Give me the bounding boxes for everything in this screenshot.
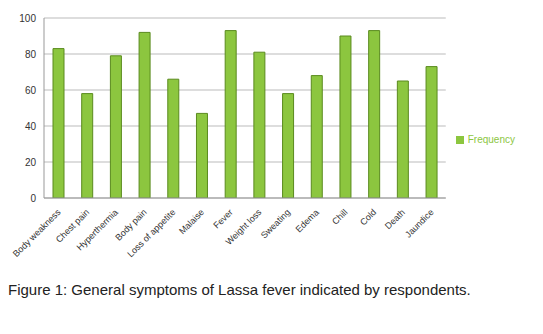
svg-text:Chill: Chill bbox=[330, 207, 349, 226]
svg-text:Fever: Fever bbox=[211, 207, 234, 230]
svg-text:Cold: Cold bbox=[358, 207, 378, 227]
svg-text:Weight loss: Weight loss bbox=[224, 207, 264, 247]
svg-text:80: 80 bbox=[25, 49, 37, 60]
svg-text:Edema: Edema bbox=[294, 207, 321, 234]
html-text:Frequency: Frequency bbox=[467, 133, 515, 145]
svg-text:Body pain: Body pain bbox=[113, 207, 149, 243]
svg-text:40: 40 bbox=[25, 121, 37, 132]
svg-text:Body weakness: Body weakness bbox=[11, 207, 63, 259]
svg-text:Sweating: Sweating bbox=[259, 207, 292, 240]
svg-text:20: 20 bbox=[25, 157, 37, 168]
svg-text:Hyperthermia: Hyperthermia bbox=[75, 207, 120, 252]
svg-text:100: 100 bbox=[19, 13, 36, 24]
svg-text:60: 60 bbox=[25, 85, 37, 96]
svg-text:Malaise: Malaise bbox=[177, 207, 206, 236]
html-text:Figure 1: General symptoms of: Figure 1: General symptoms of Lassa feve… bbox=[8, 281, 471, 298]
svg-text:0: 0 bbox=[30, 193, 36, 204]
svg-text:Death: Death bbox=[383, 207, 407, 231]
svg-text:Jaundice: Jaundice bbox=[403, 207, 436, 240]
svg-text:Chest pain: Chest pain bbox=[53, 207, 92, 245]
svg-text:Loss of appetite: Loss of appetite bbox=[125, 207, 177, 259]
